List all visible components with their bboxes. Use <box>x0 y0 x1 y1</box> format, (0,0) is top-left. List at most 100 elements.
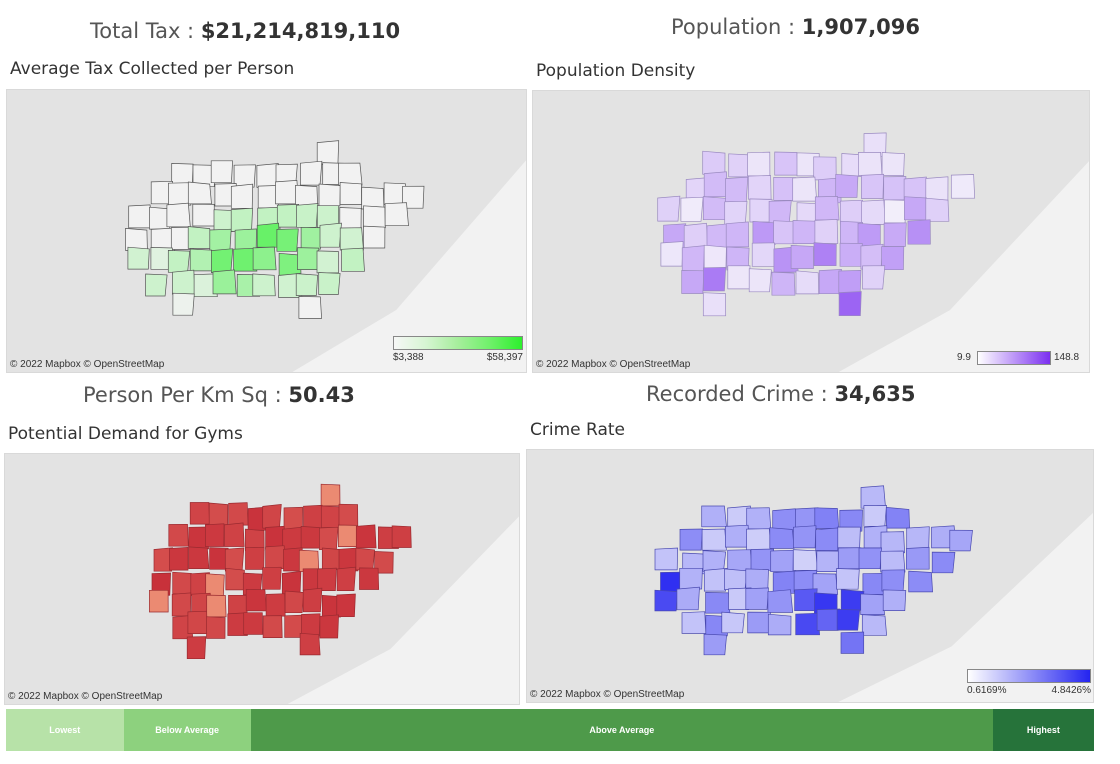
map-density[interactable]: © 2022 Mapbox © OpenStreetMap 9.9 148.8 <box>532 90 1090 373</box>
neighbourhood-region[interactable] <box>654 547 678 571</box>
neighbourhood-region[interactable] <box>904 196 929 221</box>
neighbourhood-region[interactable] <box>172 292 195 316</box>
neighbourhood-region[interactable] <box>881 246 905 271</box>
neighbourhood-region[interactable] <box>950 174 976 199</box>
neighbourhood-region[interactable] <box>256 222 281 248</box>
neighbourhood-region[interactable] <box>166 202 191 228</box>
neighbourhood-region[interactable] <box>745 587 769 610</box>
neighbourhood-region[interactable] <box>265 545 286 569</box>
neighbourhood-region[interactable] <box>301 613 321 637</box>
neighbourhood-region[interactable] <box>187 226 213 249</box>
neighbourhood-region[interactable] <box>192 203 215 227</box>
neighbourhood-region[interactable] <box>149 589 169 613</box>
neighbourhood-region[interactable] <box>814 507 840 529</box>
neighbourhood-region[interactable] <box>298 296 322 319</box>
neighbourhood-region[interactable] <box>705 592 731 614</box>
category-legend-item[interactable]: Lowest <box>6 709 124 751</box>
neighbourhood-region[interactable] <box>925 176 949 202</box>
neighbourhood-region[interactable] <box>883 222 907 247</box>
neighbourhood-region[interactable] <box>727 265 751 290</box>
neighbourhood-region[interactable] <box>172 571 194 595</box>
neighbourhood-region[interactable] <box>319 614 339 639</box>
neighbourhood-region[interactable] <box>883 176 907 201</box>
category-legend-item[interactable]: Above Average <box>250 709 993 751</box>
neighbourhood-region[interactable] <box>338 524 359 547</box>
neighbourhood-region[interactable] <box>319 222 342 248</box>
neighbourhood-region[interactable] <box>885 507 910 529</box>
neighbourhood-region[interactable] <box>359 567 380 590</box>
neighbourhood-region[interactable] <box>320 483 341 507</box>
neighbourhood-region[interactable] <box>336 593 356 618</box>
neighbourhood-region[interactable] <box>701 505 727 528</box>
neighbourhood-region[interactable] <box>860 243 884 270</box>
neighbourhood-region[interactable] <box>861 614 887 636</box>
neighbourhood-region[interactable] <box>297 247 320 270</box>
neighbourhood-region[interactable] <box>767 613 792 636</box>
neighbourhood-region[interactable] <box>245 546 265 570</box>
neighbourhood-region[interactable] <box>794 588 818 611</box>
neighbourhood-region[interactable] <box>224 522 245 547</box>
neighbourhood-region[interactable] <box>881 152 905 176</box>
neighbourhood-region[interactable] <box>208 502 229 526</box>
neighbourhood-region[interactable] <box>880 550 906 573</box>
neighbourhood-region[interactable] <box>680 196 704 222</box>
neighbourhood-region[interactable] <box>363 205 386 229</box>
neighbourhood-region[interactable] <box>153 547 173 572</box>
neighbourhood-region[interactable] <box>792 176 818 202</box>
neighbourhood-region[interactable] <box>676 586 700 611</box>
neighbourhood-region[interactable] <box>252 246 277 271</box>
neighbourhood-region[interactable] <box>206 594 227 618</box>
neighbourhood-region[interactable] <box>812 573 839 595</box>
category-legend-item[interactable]: Highest <box>992 709 1094 751</box>
choropleth-density[interactable] <box>533 91 1089 372</box>
neighbourhood-region[interactable] <box>795 612 820 636</box>
neighbourhood-region[interactable] <box>884 199 907 224</box>
neighbourhood-region[interactable] <box>245 588 267 612</box>
neighbourhood-region[interactable] <box>906 526 930 550</box>
neighbourhood-region[interactable] <box>275 180 299 205</box>
neighbourhood-region[interactable] <box>724 568 748 590</box>
neighbourhood-region[interactable] <box>252 273 276 297</box>
neighbourhood-region[interactable] <box>747 151 771 177</box>
neighbourhood-region[interactable] <box>225 567 246 591</box>
neighbourhood-region[interactable] <box>838 270 862 295</box>
neighbourhood-region[interactable] <box>657 195 681 222</box>
neighbourhood-region[interactable] <box>262 615 283 638</box>
neighbourhood-region[interactable] <box>262 504 282 529</box>
neighbourhood-region[interactable] <box>402 185 425 209</box>
neighbourhood-region[interactable] <box>752 221 776 245</box>
neighbourhood-region[interactable] <box>265 593 286 617</box>
neighbourhood-region[interactable] <box>243 612 264 635</box>
neighbourhood-region[interactable] <box>224 547 245 572</box>
neighbourhood-region[interactable] <box>725 176 749 203</box>
neighbourhood-region[interactable] <box>863 505 887 527</box>
neighbourhood-region[interactable] <box>906 546 930 570</box>
neighbourhood-region[interactable] <box>296 203 319 228</box>
neighbourhood-region[interactable] <box>816 608 841 631</box>
neighbourhood-region[interactable] <box>703 633 727 656</box>
neighbourhood-region[interactable] <box>771 271 796 296</box>
choropleth-tax[interactable] <box>7 90 526 372</box>
neighbourhood-region[interactable] <box>299 632 321 656</box>
neighbourhood-region[interactable] <box>127 246 150 270</box>
neighbourhood-region[interactable] <box>233 247 258 272</box>
neighbourhood-region[interactable] <box>318 183 341 207</box>
neighbourhood-region[interactable] <box>300 160 323 186</box>
neighbourhood-region[interactable] <box>881 569 905 592</box>
neighbourhood-region[interactable] <box>880 531 905 554</box>
neighbourhood-region[interactable] <box>839 509 863 532</box>
neighbourhood-region[interactable] <box>193 273 218 298</box>
neighbourhood-region[interactable] <box>188 526 209 550</box>
neighbourhood-region[interactable] <box>793 525 817 549</box>
neighbourhood-region[interactable] <box>774 151 799 176</box>
neighbourhood-region[interactable] <box>205 523 225 547</box>
neighbourhood-region[interactable] <box>128 204 153 229</box>
map-crime[interactable]: © 2022 Mapbox © OpenStreetMap 0.6169% 4.… <box>526 449 1094 703</box>
neighbourhood-region[interactable] <box>838 291 862 317</box>
neighbourhood-region[interactable] <box>228 502 249 526</box>
neighbourhood-region[interactable] <box>338 162 363 186</box>
neighbourhood-region[interactable] <box>300 226 323 250</box>
neighbourhood-region[interactable] <box>284 590 305 614</box>
neighbourhood-region[interactable] <box>316 250 339 274</box>
neighbourhood-region[interactable] <box>212 269 237 295</box>
